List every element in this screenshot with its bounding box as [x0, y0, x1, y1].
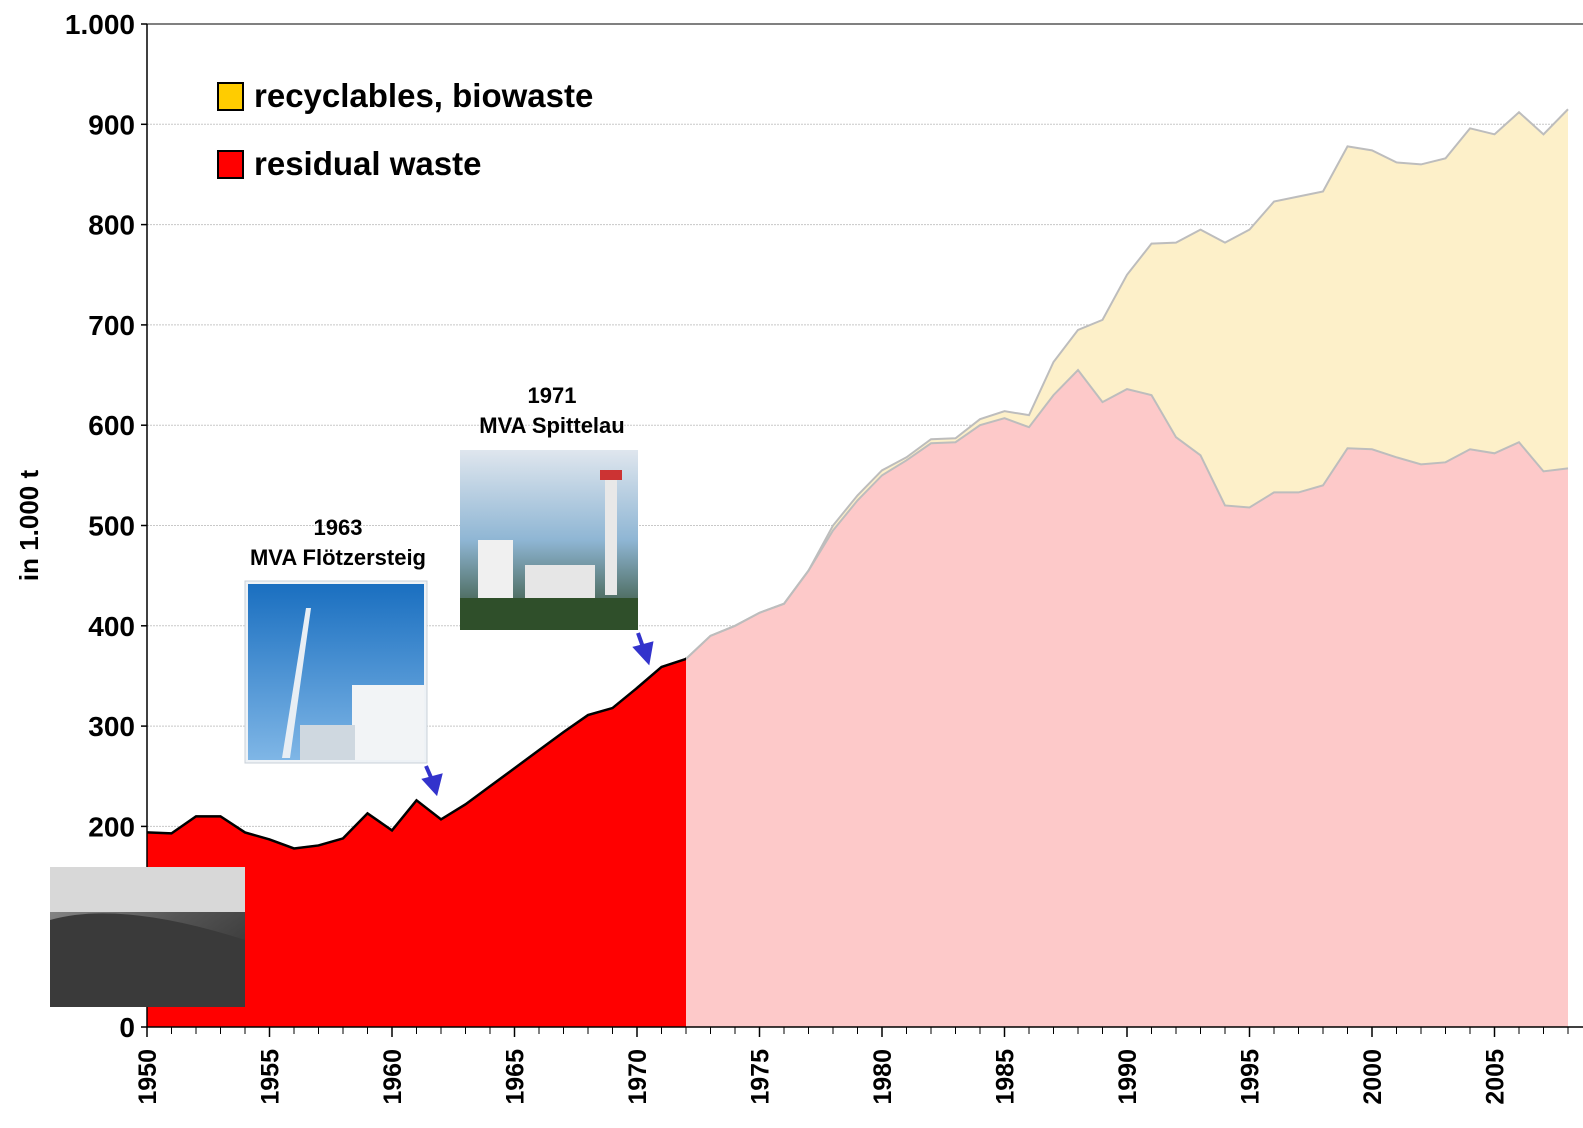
- legend: recyclables, biowaste residual waste: [217, 77, 593, 182]
- y-tick-label: 200: [88, 811, 135, 842]
- x-tick-label: 1980: [869, 1049, 897, 1105]
- legend-label: recyclables, biowaste: [254, 77, 593, 114]
- legend-swatch: [217, 150, 244, 179]
- legend-label: residual waste: [254, 145, 481, 182]
- y-tick-label: 1.000: [65, 9, 135, 40]
- y-tick-label: 900: [88, 109, 135, 140]
- y-tick-label: 0: [119, 1012, 135, 1043]
- legend-swatch: [217, 82, 244, 111]
- x-tick-label: 1950: [134, 1049, 162, 1105]
- x-tick-label: 1970: [624, 1049, 652, 1105]
- area: [147, 109, 1568, 849]
- areas: [146, 108, 1569, 1027]
- y-axis-label: in 1.000 t: [14, 470, 44, 582]
- annotation-text: MVA Flötzersteig: [250, 545, 426, 570]
- area-highlight-outline: [147, 657, 686, 850]
- photo-landfill: [50, 867, 245, 1007]
- x-tick-label: 2005: [1482, 1049, 1510, 1105]
- y-tick-label: 300: [88, 711, 135, 742]
- annotations: 1963 MVA Flötzersteig 1971 MVA Spittelau: [250, 383, 625, 570]
- x-tick-label: 1955: [257, 1049, 285, 1105]
- photo-spittelau: [460, 450, 638, 630]
- x-tick-label: 1995: [1237, 1049, 1265, 1105]
- arrows: [421, 632, 654, 797]
- annotation-text: MVA Spittelau: [479, 413, 624, 438]
- x-tick-label: 1990: [1114, 1049, 1142, 1105]
- x-tick-label: 1975: [747, 1049, 775, 1105]
- x-tick-label: 1985: [992, 1049, 1020, 1105]
- annotation-year: 1963: [314, 515, 363, 540]
- y-tick-label: 600: [88, 410, 135, 441]
- area-highlight: [147, 658, 686, 1027]
- y-tick-label: 700: [88, 310, 135, 341]
- y-tick-label: 500: [88, 511, 135, 542]
- x-tick-label: 1960: [379, 1049, 407, 1105]
- x-tick-label: 2000: [1359, 1049, 1387, 1105]
- y-tick-label: 400: [88, 611, 135, 642]
- annotation-year: 1971: [528, 383, 577, 408]
- x-tick-label: 1965: [502, 1049, 530, 1105]
- photo-floetzersteig: [244, 580, 428, 764]
- y-tick-label: 800: [88, 210, 135, 241]
